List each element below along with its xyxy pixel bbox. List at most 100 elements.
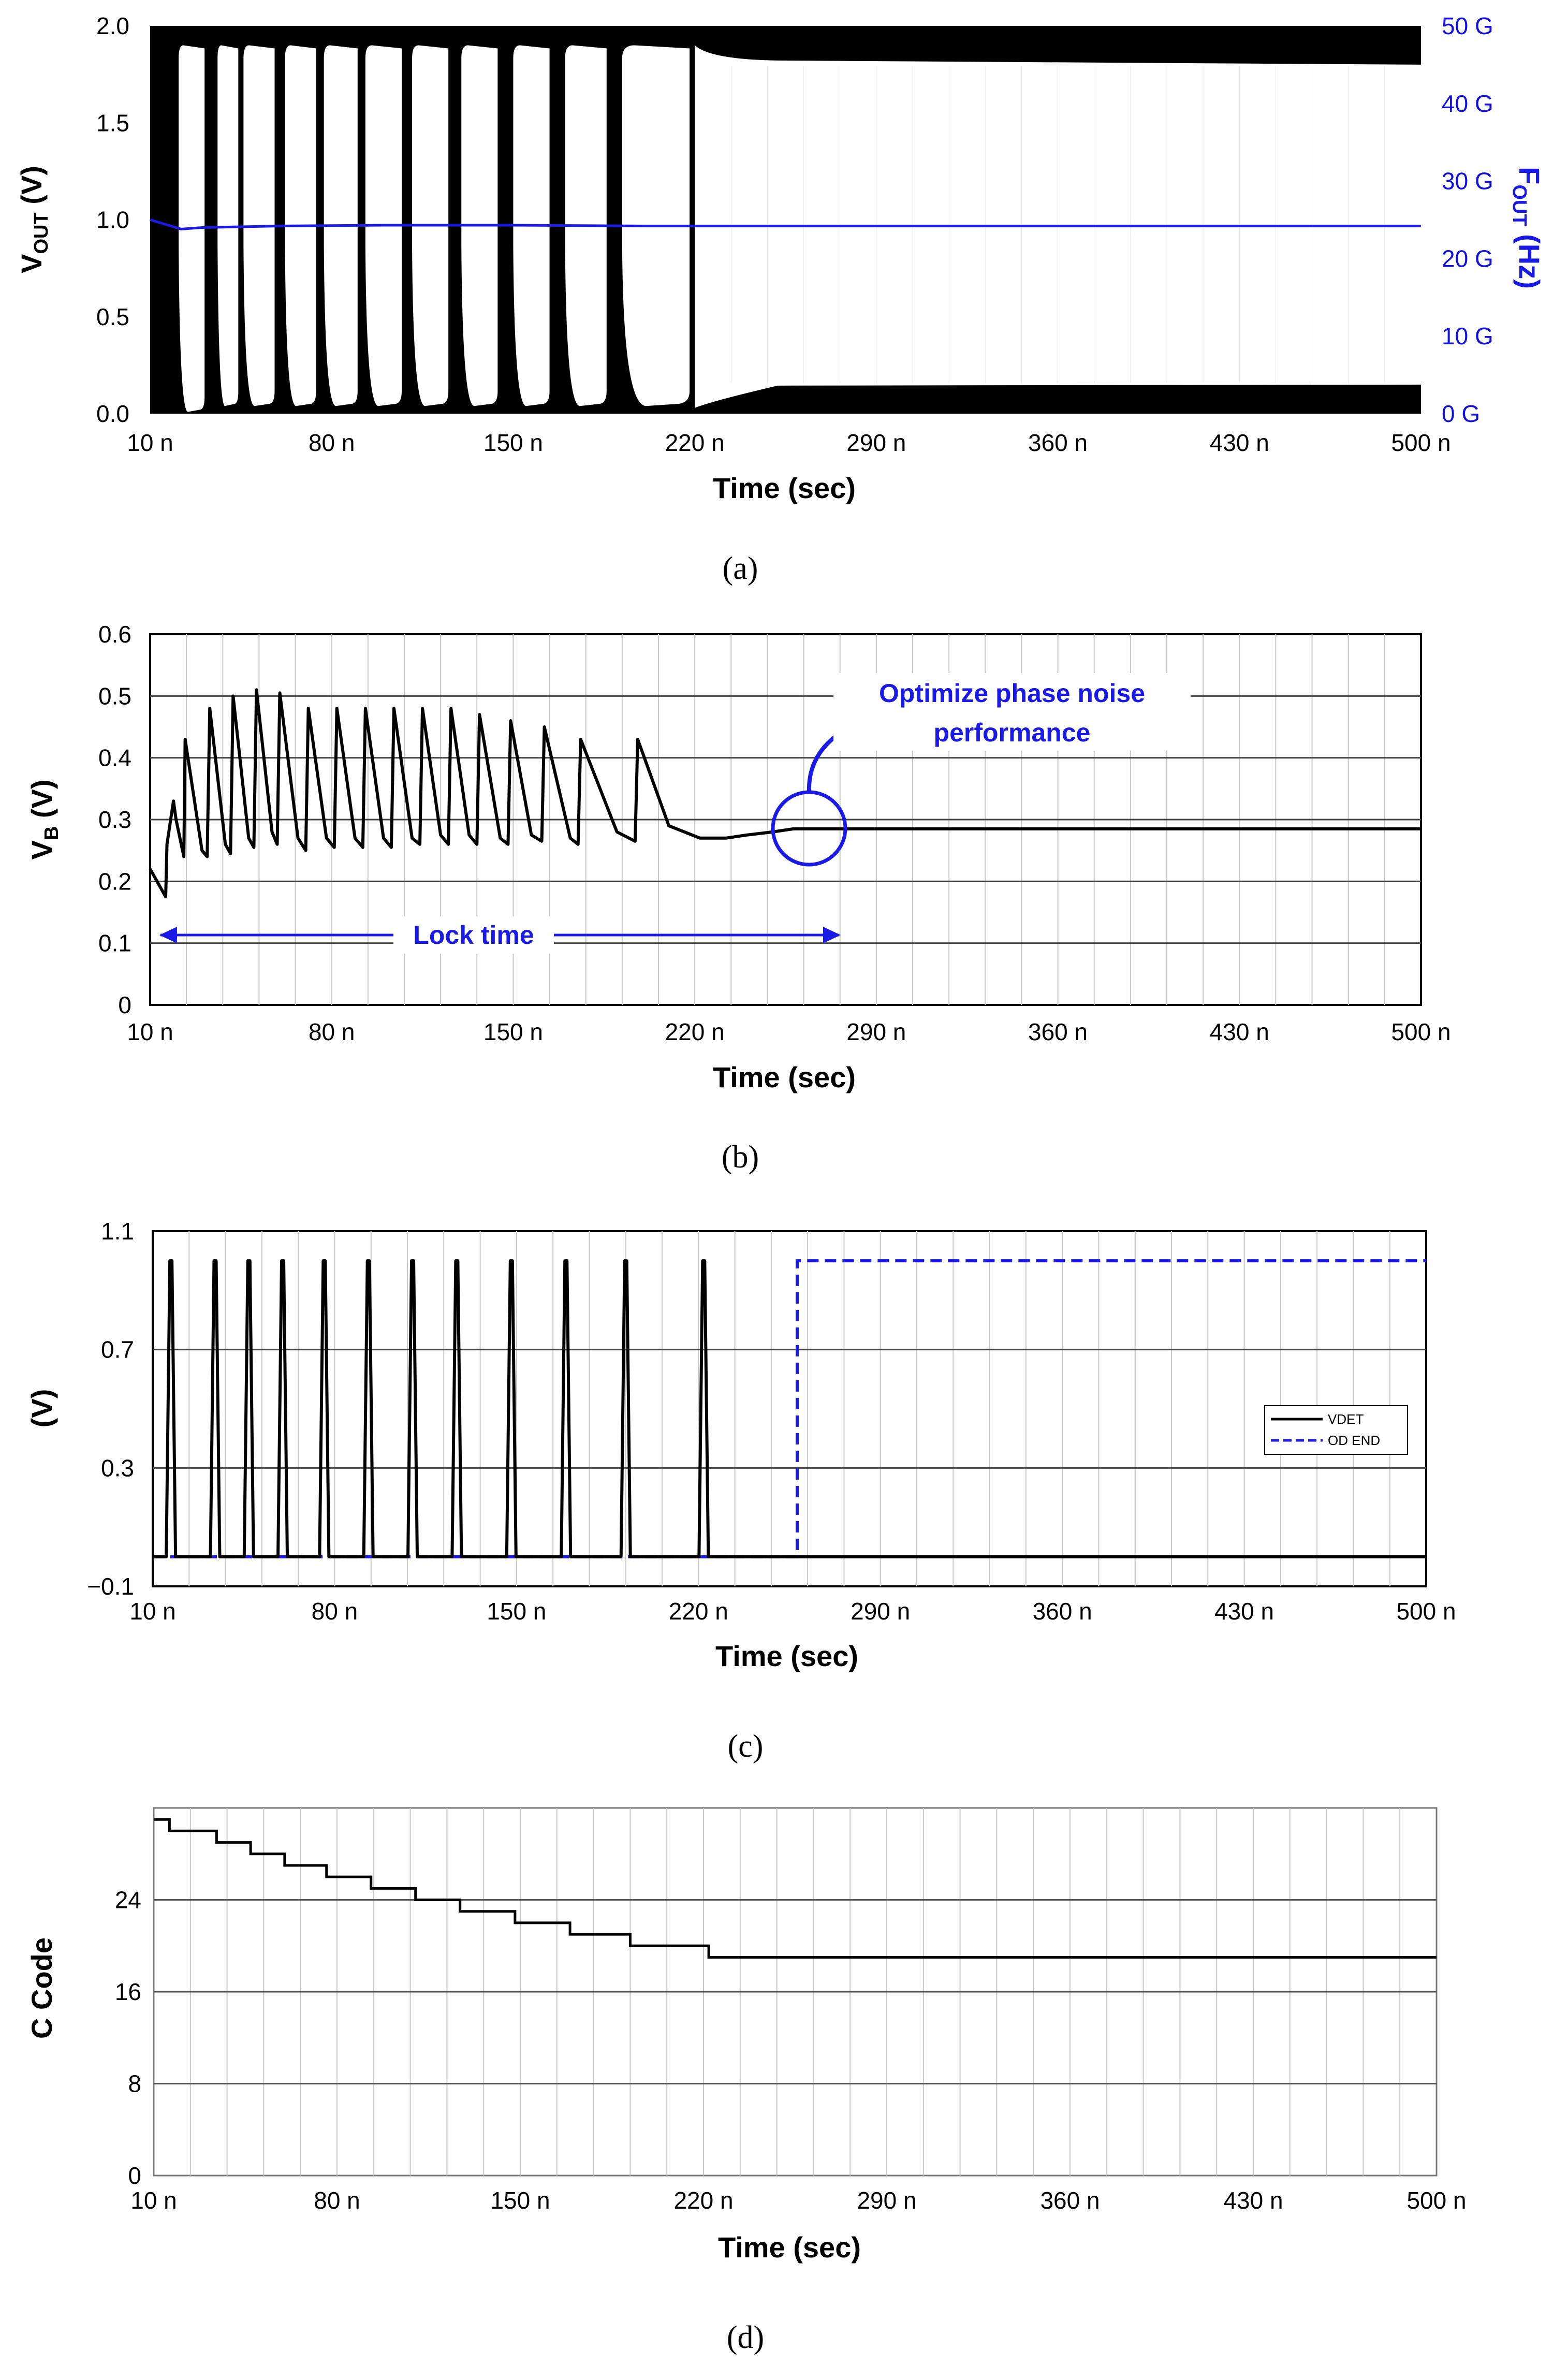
- chart-d-y-ticks: 0 8 16 24: [115, 1887, 141, 2190]
- chart-c-x-tick-label: 220 n: [669, 1598, 728, 1625]
- chart-a-y-ticks: 0.0 0.5 1.0 1.5 2.0: [96, 12, 129, 427]
- chart-d-grid: [154, 1808, 1437, 2176]
- chart-a-fout-line: [150, 218, 1421, 231]
- chart-a-y-tick-label: 0.5: [96, 303, 129, 330]
- chart-a-y-tick-label: 1.5: [96, 109, 129, 136]
- chart-a-y2-tick-label: 10 G: [1442, 323, 1493, 349]
- chart-c-caption: (c): [728, 1729, 764, 1764]
- chart-d-x-tick-label: 150 n: [490, 2187, 550, 2214]
- chart-a-y2-tick-label: 30 G: [1442, 168, 1493, 195]
- chart-b-y-tick-label: 0.3: [98, 806, 131, 833]
- chart-d-x-tick-label: 80 n: [314, 2187, 360, 2214]
- chart-b-x-tick-label: 500 n: [1391, 1018, 1450, 1045]
- chart-d: 10 n 80 n 150 n 220 n 290 n 360 n 430 n 500 n 0…: [25, 1807, 1467, 2355]
- chart-c-x-ticks: 10 n 80 n 150 n 220 n 290 n 360 n 430 n 500 n: [129, 1598, 1456, 1625]
- chart-c-x-tick-label: 500 n: [1396, 1598, 1456, 1625]
- chart-b-y-tick-label: 0.2: [98, 868, 131, 895]
- chart-a-y-tick-label: 2.0: [96, 12, 129, 39]
- chart-d-y-tick-label: 8: [128, 2070, 141, 2097]
- chart-d-x-ticks: 10 n 80 n 150 n 220 n 290 n 360 n 430 n 500 n: [130, 2187, 1466, 2214]
- chart-a-x-tick-label: 360 n: [1028, 429, 1088, 456]
- chart-a-x-tick-label: 290 n: [846, 429, 906, 456]
- chart-a-y2-ticks: 0 G 10 G 20 G 30 G 40 G 50 G: [1442, 12, 1493, 427]
- chart-d-ccode-line: [154, 1818, 1437, 1959]
- lock-time-label: Lock time: [413, 921, 534, 950]
- chart-c-x-tick-label: 80 n: [312, 1598, 358, 1625]
- chart-b-x-tick-label: 220 n: [665, 1018, 725, 1045]
- chart-b-x-tick-label: 80 n: [309, 1018, 355, 1045]
- legend-box: [1264, 1405, 1408, 1455]
- chart-c-plot-area: [152, 1230, 1427, 1587]
- vout-burst: [217, 45, 239, 406]
- chart-d-y-label: C Code: [25, 1937, 58, 2039]
- chart-d-x-tick-label: 500 n: [1406, 2187, 1466, 2214]
- chart-c-y-tick-label: 0.7: [101, 1336, 134, 1363]
- chart-a: 10 n 80 n 150 n 220 n 290 n 360 n 430 n 500 n 0…: [15, 12, 1546, 586]
- chart-c-y-tick-label: 0.3: [101, 1454, 134, 1481]
- chart-d-x-tick-label: 430 n: [1223, 2187, 1283, 2214]
- chart-c-y-ticks: −0.1 0.3 0.7 1.1: [87, 1218, 134, 1600]
- chart-c-x-tick-label: 150 n: [487, 1598, 546, 1625]
- chart-b-y-ticks: 0 0.1 0.2 0.3 0.4 0.5 0.6: [98, 621, 131, 1018]
- chart-b-vb-line: [149, 688, 1421, 899]
- lock-time-arrow-left-head: [159, 927, 177, 943]
- optimize-annotation: Optimize phase noise performance: [771, 673, 1191, 867]
- chart-a-x-ticks: 10 n 80 n 150 n 220 n 290 n 360 n 430 n 500 n: [127, 429, 1450, 456]
- legend-odend-label: OD END: [1328, 1433, 1380, 1448]
- optimize-label-bg: [833, 673, 1191, 751]
- chart-c-x-tick-label: 290 n: [851, 1598, 910, 1625]
- chart-c-y-tick-label: −0.1: [87, 1573, 134, 1600]
- chart-a-x-tick-label: 80 n: [309, 429, 355, 456]
- chart-a-minor-lines: [730, 66, 1385, 383]
- chart-b: 10 n 80 n 150 n 220 n 290 n 360 n 430 n 500 n 0…: [25, 621, 1451, 1175]
- chart-a-y2-label: FOUT (Hz): [1508, 167, 1546, 289]
- chart-b-y-tick-label: 0.4: [98, 745, 131, 771]
- chart-d-x-tick-label: 360 n: [1040, 2187, 1100, 2214]
- chart-d-x-tick-label: 220 n: [673, 2187, 733, 2214]
- chart-a-y2-tick-label: 0 G: [1442, 400, 1480, 427]
- chart-a-x-label: Time (sec): [713, 472, 856, 504]
- legend-vdet-label: VDET: [1328, 1411, 1364, 1427]
- chart-b-caption: (b): [722, 1140, 759, 1175]
- chart-c-legend: VDET OD END: [1264, 1405, 1408, 1455]
- chart-b-x-tick-label: 360 n: [1028, 1018, 1088, 1045]
- chart-c-x-tick-label: 10 n: [129, 1598, 176, 1625]
- optimize-label-line1: Optimize phase noise: [879, 679, 1145, 708]
- chart-c-x-tick-label: 360 n: [1033, 1598, 1092, 1625]
- chart-b-y-tick-label: 0: [118, 991, 131, 1018]
- chart-b-y-tick-label: 0.5: [98, 682, 131, 709]
- chart-b-x-ticks: 10 n 80 n 150 n 220 n 290 n 360 n 430 n 500 n: [127, 1018, 1450, 1045]
- chart-a-x-tick-label: 220 n: [665, 429, 725, 456]
- chart-a-x-tick-label: 10 n: [127, 429, 173, 456]
- chart-c-y-label: (V): [25, 1389, 58, 1428]
- chart-a-y2-tick-label: 50 G: [1442, 12, 1493, 39]
- chart-b-y-tick-label: 0.6: [98, 621, 131, 648]
- optimize-label-line2: performance: [934, 718, 1091, 747]
- chart-a-x-tick-label: 430 n: [1210, 429, 1269, 456]
- chart-b-y-tick-label: 0.1: [98, 930, 131, 957]
- lock-time-label-bg: [393, 916, 554, 954]
- chart-d-y-tick-label: 24: [115, 1887, 141, 1914]
- chart-d-x-label: Time (sec): [718, 2231, 861, 2264]
- chart-c-vdet-line: [153, 1259, 1426, 1558]
- chart-d-y-tick-label: 16: [115, 1978, 141, 2005]
- chart-b-x-label: Time (sec): [713, 1061, 856, 1093]
- chart-d-caption: (d): [727, 2320, 764, 2355]
- chart-a-caption: (a): [723, 551, 758, 586]
- chart-c: 10 n 80 n 150 n 220 n 290 n 360 n 430 n 500 n −…: [25, 1218, 1456, 1764]
- chart-a-y-tick-label: 0.0: [96, 400, 129, 427]
- chart-c-x-tick-label: 430 n: [1214, 1598, 1274, 1625]
- chart-b-x-tick-label: 290 n: [846, 1018, 906, 1045]
- chart-a-y2-tick-label: 20 G: [1442, 245, 1493, 272]
- chart-b-x-tick-label: 10 n: [127, 1018, 173, 1045]
- lock-time-annotation: Lock time: [159, 916, 841, 954]
- chart-d-y-tick-label: 0: [128, 2162, 141, 2189]
- chart-a-y-tick-label: 1.0: [96, 207, 129, 234]
- chart-a-x-tick-label: 500 n: [1391, 429, 1450, 456]
- chart-d-x-tick-label: 10 n: [130, 2187, 177, 2214]
- chart-b-y-label: VB (V): [25, 779, 63, 859]
- chart-a-y2-tick-label: 40 G: [1442, 90, 1493, 117]
- chart-a-x-tick-label: 150 n: [483, 429, 543, 456]
- chart-a-y-label: VOUT (V): [15, 166, 52, 273]
